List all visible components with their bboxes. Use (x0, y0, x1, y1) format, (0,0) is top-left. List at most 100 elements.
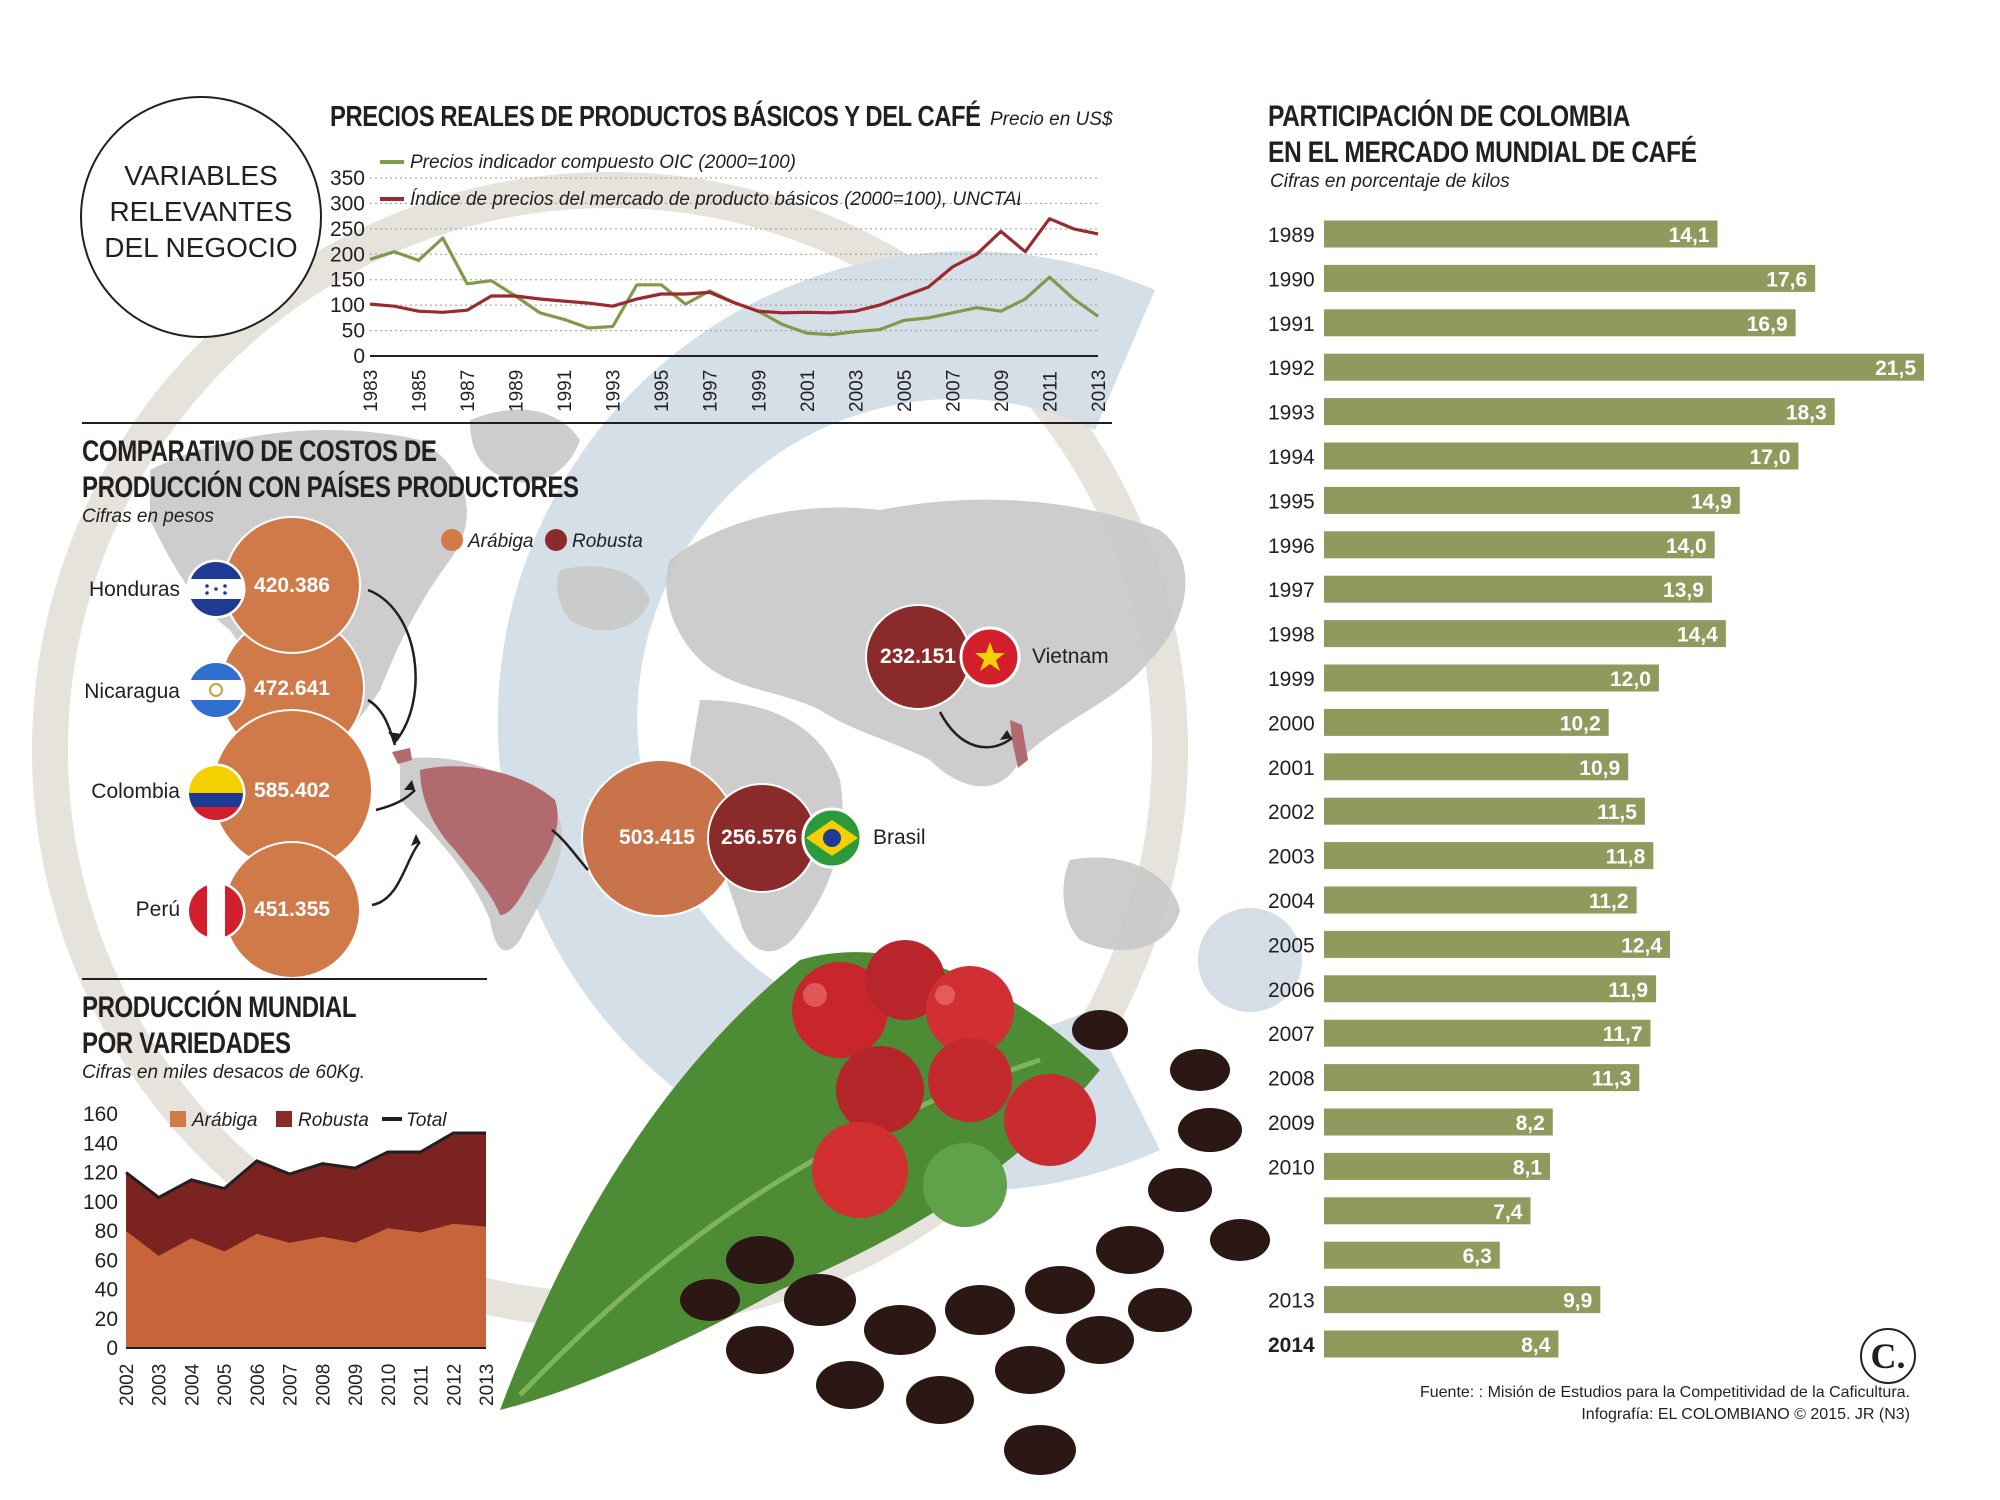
prices-xtick-label: 1989 (507, 370, 528, 412)
share-year-label: 2010 (1268, 1156, 1315, 1179)
share-year-label: 2004 (1268, 890, 1315, 913)
share-year-label: 1991 (1268, 313, 1315, 336)
divider-costs (82, 978, 487, 980)
share-year-label: 1995 (1268, 490, 1315, 513)
legend-robusta-dot (545, 529, 567, 551)
share-year-label: 1998 (1268, 624, 1315, 647)
share-value-label: 14,0 (1666, 535, 1707, 558)
prices-xtick-label: 1985 (410, 370, 431, 412)
legend-arabica-dot (441, 529, 463, 551)
label-nicaragua: Nicaragua (84, 680, 180, 703)
vietnam-highlight (1010, 720, 1028, 768)
prod-ytick-label: 0 (106, 1337, 118, 1360)
share-bar (1324, 753, 1629, 781)
honduras-highlight (392, 748, 412, 764)
share-year-label: 1990 (1268, 268, 1315, 291)
prices-ytick-label: 300 (330, 192, 365, 215)
share-year-label: 1997 (1268, 579, 1315, 602)
flag-honduras-icon (186, 559, 246, 619)
share-value-label: 7,4 (1493, 1201, 1523, 1224)
prices-xtick-label: 2009 (992, 370, 1013, 412)
flag-nicaragua-icon (186, 660, 246, 720)
share-year-label: 1996 (1268, 535, 1315, 558)
share-year-label: 2005 (1268, 934, 1315, 957)
share-year-label: 1989 (1268, 224, 1315, 247)
share-bar (1324, 1286, 1601, 1314)
prod-xtick-label: 2010 (379, 1364, 400, 1406)
share-value-label: 9,9 (1563, 1290, 1592, 1313)
prod-xtick-label: 2004 (182, 1363, 203, 1406)
prices-xtick-label: 1993 (604, 370, 625, 412)
legend-prod-arabica-swatch (170, 1111, 186, 1127)
share-bar (1324, 398, 1835, 426)
share-value-label: 13,9 (1663, 579, 1704, 602)
prices-xtick-label: 1995 (652, 370, 673, 412)
share-value-label: 11,3 (1592, 1068, 1632, 1091)
share-bar (1324, 620, 1726, 648)
prod-ytick-label: 100 (83, 1191, 118, 1214)
share-bar (1324, 1241, 1500, 1269)
watermark-logo (497, 251, 1302, 1192)
legend-prod-robusta-swatch (276, 1111, 292, 1127)
prices-ytick-label: 250 (330, 218, 365, 241)
prod-xtick-label: 2006 (248, 1364, 269, 1406)
prod-xtick-label: 2011 (412, 1365, 433, 1406)
legend-oic-label: Precios indicador compuesto OIC (2000=10… (410, 152, 796, 173)
share-value-label: 11,9 (1608, 979, 1648, 1002)
legend-prod-arabica-label: Arábiga (191, 1110, 258, 1131)
value-peru: 451.355 (254, 898, 330, 921)
prod-xtick-label: 2003 (150, 1364, 171, 1406)
prices-ytick-label: 50 (342, 320, 365, 343)
share-bar (1324, 1330, 1559, 1358)
share-value-label: 16,9 (1747, 313, 1788, 336)
label-vietnam: Vietnam (1032, 645, 1109, 668)
badge-line-2: RELEVANTES (109, 196, 293, 227)
share-year-label: 2014 (1268, 1334, 1315, 1357)
prod-xtick-label: 2009 (346, 1364, 367, 1406)
share-bar (1324, 309, 1796, 337)
share-value-label: 11,5 (1597, 801, 1637, 824)
costs-subtitle: Cifras en pesos (82, 506, 215, 527)
share-value-label: 8,4 (1521, 1334, 1551, 1357)
production-subtitle: Cifras en miles desacos de 60Kg. (82, 1062, 366, 1083)
share-bar (1324, 575, 1712, 603)
value-vietnam-robusta: 232.151 (880, 645, 956, 668)
share-value-label: 21,5 (1875, 357, 1916, 380)
share-value-label: 10,2 (1560, 712, 1601, 735)
prices-xtick-label: 2003 (846, 370, 867, 412)
share-value-label: 8,2 (1516, 1112, 1545, 1135)
prices-xtick-label: 1999 (749, 370, 770, 412)
share-value-label: 14,4 (1677, 624, 1718, 647)
badge-line-1: VARIABLES (124, 160, 278, 191)
costs-title-line-1: COMPARATIVO DE COSTOS DE (82, 435, 437, 468)
share-bar (1324, 220, 1718, 248)
share-value-label: 11,2 (1589, 890, 1629, 913)
share-value-label: 12,4 (1621, 934, 1662, 957)
label-peru: Perú (135, 898, 180, 921)
prices-xtick-label: 2007 (943, 370, 964, 412)
prices-legend: Precios indicador compuesto OIC (2000=10… (380, 152, 1020, 210)
share-bar (1324, 930, 1670, 958)
share-value-label: 14,9 (1691, 490, 1732, 513)
share-value-label: 12,0 (1610, 668, 1651, 691)
production-title-line-1: PRODUCCIÓN MUNDIAL (82, 991, 357, 1024)
arrows (367, 588, 1013, 907)
share-year-label: 2013 (1268, 1290, 1315, 1313)
share-bar (1324, 664, 1659, 692)
prices-xtick-label: 2001 (798, 370, 819, 412)
prices-line-unctad (369, 217, 1099, 315)
share-year-label: 2000 (1268, 712, 1315, 735)
share-bar (1324, 1152, 1550, 1180)
label-honduras: Honduras (88, 578, 180, 601)
legend-prod-total-label: Total (406, 1110, 447, 1131)
share-value-label: 8,1 (1513, 1156, 1543, 1179)
prices-ytick-label: 0 (353, 345, 365, 368)
share-bar (1324, 842, 1654, 870)
prod-xtick-label: 2005 (215, 1364, 236, 1406)
share-year-label: 1992 (1268, 357, 1315, 380)
prices-xtick-label: 1983 (361, 370, 382, 412)
share-bar (1324, 264, 1816, 292)
badge-line-3: DEL NEGOCIO (104, 232, 298, 263)
legend-prod-robusta-label: Robusta (298, 1110, 369, 1131)
